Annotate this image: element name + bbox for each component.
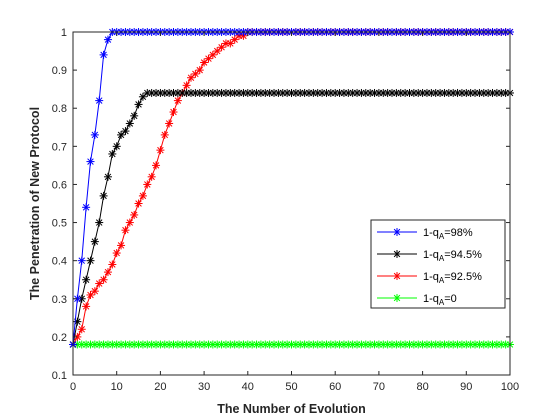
y-tick-label: 0.2: [52, 332, 67, 344]
x-tick-label: 70: [373, 381, 385, 393]
x-tick-label: 90: [460, 381, 472, 393]
y-tick-label: 0.1: [52, 370, 67, 382]
x-tick-label: 80: [416, 381, 428, 393]
x-tick-label: 0: [70, 381, 76, 393]
data-point: [152, 161, 161, 170]
data-point: [121, 226, 130, 235]
data-point: [82, 275, 91, 284]
data-point: [138, 191, 147, 200]
x-tick-label: 40: [242, 381, 254, 393]
data-point: [90, 130, 99, 139]
data-point: [82, 302, 91, 311]
data-point: [95, 218, 104, 227]
data-point: [182, 81, 191, 90]
data-point: [108, 260, 117, 269]
data-point: [108, 149, 117, 158]
data-point: [112, 249, 121, 258]
data-point: [121, 127, 130, 136]
legend-item: 1-qA=94.5%: [377, 249, 482, 263]
legend-label: 1-qA=94.5%: [423, 249, 482, 263]
y-tick-label: 0.7: [52, 141, 67, 153]
data-point: [112, 142, 121, 151]
data-point: [117, 241, 126, 250]
y-tick-label: 0.3: [52, 294, 67, 306]
data-point: [103, 268, 112, 277]
data-point: [86, 290, 95, 299]
data-point: [195, 66, 204, 75]
data-point: [73, 332, 82, 341]
data-point: [143, 180, 152, 189]
data-point: [86, 157, 95, 166]
data-point: [90, 287, 99, 296]
data-point: [165, 119, 174, 128]
y-tick-label: 0.9: [52, 65, 67, 77]
data-point: [169, 108, 178, 117]
series-3: [69, 340, 514, 349]
legend-marker: [393, 294, 401, 302]
data-point: [130, 210, 139, 219]
data-point: [99, 191, 108, 200]
data-point: [208, 50, 217, 59]
legend-label: 1-qA=92.5%: [423, 271, 482, 285]
data-point: [86, 256, 95, 265]
data-point: [103, 35, 112, 44]
legend-label: 1-qA=98%: [423, 227, 473, 241]
data-point: [156, 146, 165, 155]
data-point: [270, 88, 279, 97]
legend-marker: [393, 272, 401, 280]
data-point: [173, 96, 182, 105]
legend-item: 1-qA=92.5%: [377, 271, 482, 285]
data-point: [147, 172, 156, 181]
x-tick-label: 30: [198, 381, 210, 393]
data-point: [99, 50, 108, 59]
data-point: [134, 100, 143, 109]
x-axis: 0 10 20 30 40 50 60 70 80 90 100: [70, 32, 519, 393]
y-axis: 0.1 0.2 0.3 0.4 0.5 0.6 0.7 0.8 0.9 1: [52, 27, 510, 382]
data-point: [117, 130, 126, 139]
legend-item: 1-qA=98%: [377, 227, 473, 241]
x-tick-label: 10: [111, 381, 123, 393]
data-point: [77, 325, 86, 334]
legend-box: [370, 219, 506, 309]
data-point: [77, 256, 86, 265]
legend-item: 1-qA=0: [377, 293, 457, 307]
data-point: [200, 58, 209, 67]
x-tick-label: 100: [501, 381, 519, 393]
data-point: [99, 275, 108, 284]
data-point: [95, 96, 104, 105]
data-point: [130, 111, 139, 120]
x-axis-title: The Number of Evolution: [217, 402, 366, 416]
y-tick-label: 0.5: [52, 218, 67, 230]
data-point: [103, 172, 112, 181]
x-tick-label: 50: [285, 381, 297, 393]
y-tick-label: 0.4: [52, 256, 67, 268]
data-point: [125, 218, 134, 227]
x-tick-label: 60: [329, 381, 341, 393]
data-point: [90, 237, 99, 246]
data-point: [160, 130, 169, 139]
y-axis-title: The Penetration of New Protocol: [28, 107, 42, 300]
legend-marker: [393, 228, 401, 236]
y-tick-label: 0.8: [52, 103, 67, 115]
data-point: [125, 119, 134, 128]
legend-label: 1-qA=0: [423, 293, 457, 307]
data-point: [82, 203, 91, 212]
legend-marker: [393, 250, 401, 258]
legend: 1-qA=98% 1-qA=94.5% 1-qA=92.5% 1-qA=0: [370, 219, 506, 309]
y-tick-label: 1: [61, 27, 67, 39]
x-tick-label: 20: [154, 381, 166, 393]
y-tick-label: 0.6: [52, 179, 67, 191]
data-point: [134, 199, 143, 208]
